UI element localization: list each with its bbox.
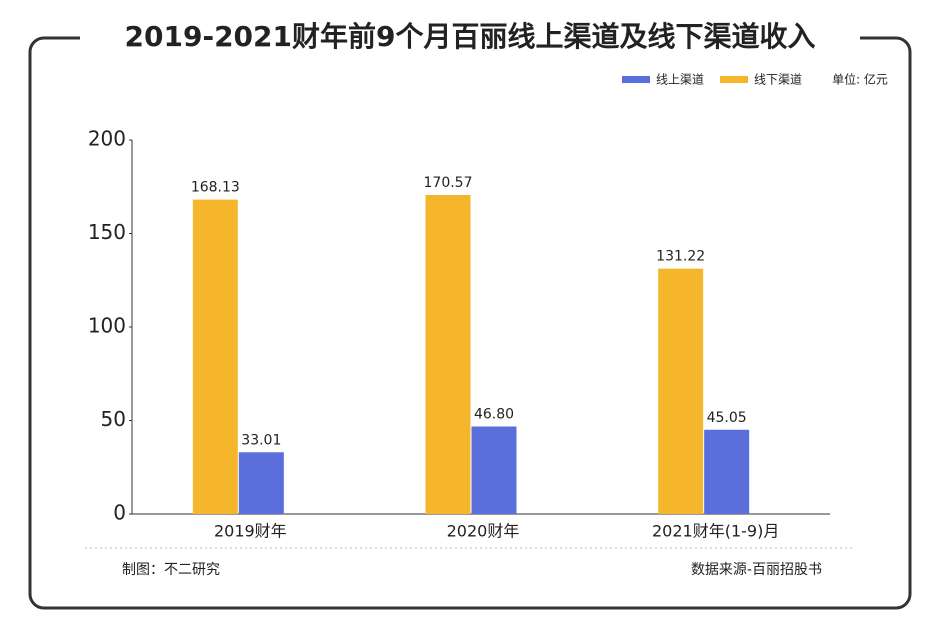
legend-label: 线上渠道	[656, 73, 704, 87]
value-label: 46.80	[474, 406, 514, 422]
value-label: 33.01	[241, 432, 281, 448]
y-tick-label: 200	[88, 127, 126, 151]
legend-swatch	[720, 76, 748, 83]
credit: 制图：不二研究	[122, 562, 220, 578]
bar	[425, 195, 471, 514]
x-tick-label: 2021财年(1-9)月	[652, 522, 779, 541]
value-label: 170.57	[424, 175, 473, 191]
y-tick-label: 150	[88, 220, 126, 244]
bar	[704, 429, 750, 514]
y-tick-label: 100	[88, 314, 126, 338]
title-backdrop	[80, 14, 860, 62]
chart-title: 2019-2021财年前9个月百丽线上渠道及线下渠道收入	[125, 20, 816, 53]
legend-label: 线下渠道	[754, 73, 802, 87]
value-label: 131.22	[656, 249, 705, 265]
bar	[471, 426, 517, 514]
bar	[658, 268, 704, 514]
x-tick-label: 2019财年	[214, 522, 287, 541]
legend-swatch	[622, 76, 650, 83]
value-label: 45.05	[707, 410, 747, 426]
bar	[238, 452, 284, 514]
unit-label: 单位: 亿元	[832, 72, 888, 87]
y-tick-label: 50	[101, 407, 126, 431]
source: 数据来源-百丽招股书	[691, 562, 822, 578]
value-label: 168.13	[191, 180, 240, 196]
bar	[192, 199, 238, 514]
y-tick-label: 0	[113, 501, 126, 525]
x-tick-label: 2020财年	[447, 522, 520, 541]
